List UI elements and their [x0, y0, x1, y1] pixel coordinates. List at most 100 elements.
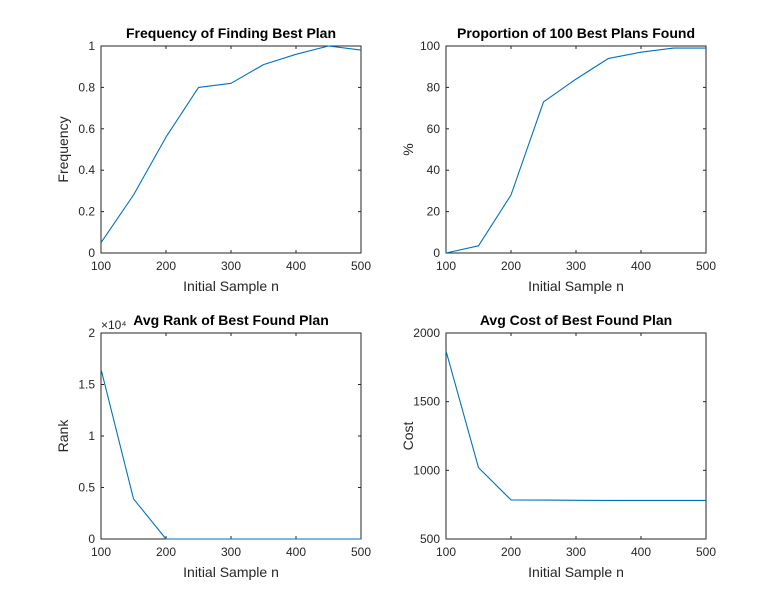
data-point	[165, 538, 166, 539]
data-point	[673, 500, 674, 501]
data-point	[543, 101, 544, 102]
x-tick-label: 300	[221, 545, 241, 559]
y-axis-exponent: ×10⁴	[101, 318, 127, 332]
chart-title: Proportion of 100 Best Plans Found	[457, 25, 695, 41]
chart-title: Frequency of Finding Best Plan	[126, 25, 336, 41]
y-tick-label: 1.5	[78, 378, 95, 392]
x-tick-label: 400	[286, 545, 306, 559]
x-tick-label: 100	[436, 545, 456, 559]
x-tick-label: 200	[156, 259, 176, 273]
y-tick-label: 40	[427, 163, 441, 177]
x-tick-label: 400	[631, 259, 651, 273]
subplot-4: 100 200 300 400 500 500 1000 1500 2000 Avg Cost o…	[400, 312, 716, 580]
data-point	[165, 136, 166, 137]
data-point	[445, 252, 446, 253]
data-point	[478, 245, 479, 246]
series-line	[100, 45, 362, 244]
data-point	[608, 500, 609, 501]
y-tick-label: 1000	[413, 463, 440, 477]
data-point	[230, 538, 231, 539]
x-tick-label: 300	[566, 545, 586, 559]
series-line	[100, 368, 361, 540]
y-tick-label: 0.4	[78, 163, 95, 177]
data-point	[198, 87, 199, 88]
x-tick-label: 100	[91, 545, 111, 559]
data-point	[198, 538, 199, 539]
data-point	[100, 368, 101, 369]
x-tick-label: 400	[631, 545, 651, 559]
y-axis-label: Rank	[55, 419, 71, 453]
x-tick-label: 300	[221, 259, 241, 273]
data-point	[640, 52, 641, 53]
y-tick-label: 2000	[413, 326, 440, 340]
x-tick-label: 200	[501, 545, 521, 559]
y-tick-label: 1	[88, 429, 95, 443]
y-tick-label: 2	[88, 326, 95, 340]
y-axis-label: %	[400, 143, 416, 155]
data-point	[328, 538, 329, 539]
data-point	[263, 538, 264, 539]
x-tick-label: 300	[566, 259, 586, 273]
x-tick-label: 500	[696, 545, 716, 559]
x-tick-label: 500	[351, 545, 371, 559]
y-tick-label: 80	[427, 80, 441, 94]
data-point	[575, 500, 576, 501]
subplot-2: 100 200 300 400 500 0 20 40 60 80 100 Proportion of…	[400, 25, 716, 294]
x-tick-label: 100	[91, 259, 111, 273]
y-tick-label: 0.5	[78, 481, 95, 495]
x-tick-label: 400	[286, 259, 306, 273]
y-tick-label: 0.6	[78, 122, 95, 136]
x-axis-label: Initial Sample n	[183, 564, 279, 580]
data-point	[543, 500, 544, 501]
x-tick-label: 200	[156, 545, 176, 559]
y-tick-label: 1500	[413, 395, 440, 409]
x-tick-label: 500	[696, 259, 716, 273]
y-tick-label: 0	[88, 246, 95, 260]
data-point	[133, 194, 134, 195]
x-tick-label: 100	[436, 259, 456, 273]
data-point	[478, 467, 479, 468]
y-tick-label: 100	[420, 39, 440, 53]
y-tick-label: 500	[420, 532, 440, 546]
data-point	[640, 500, 641, 501]
subplot-3: 100 200 300 400 500 0 0.5 1 1.5 2 ×10⁴ Avg Rank of …	[55, 312, 371, 580]
plot-area	[100, 332, 362, 540]
plot-area	[445, 45, 707, 254]
y-axis-label: Frequency	[55, 116, 71, 182]
data-point	[295, 54, 296, 55]
data-point	[360, 50, 361, 51]
y-tick-label: 1	[88, 39, 95, 53]
chart-title: Avg Cost of Best Found Plan	[480, 312, 672, 328]
data-point	[445, 350, 446, 351]
x-axis-label: Initial Sample n	[183, 278, 279, 294]
x-axis-label: Initial Sample n	[528, 278, 624, 294]
data-point	[133, 498, 134, 499]
plot-area	[100, 45, 362, 254]
y-tick-label: 0.2	[78, 205, 95, 219]
series-line	[445, 47, 706, 254]
x-tick-label: 200	[501, 259, 521, 273]
chart-title: Avg Rank of Best Found Plan	[133, 312, 329, 328]
data-point	[673, 47, 674, 48]
data-point	[295, 538, 296, 539]
data-point	[510, 194, 511, 195]
subplot-1: 100 200 300 400 500 0 0.2 0.4 0.6 0.8 1 Frequency o…	[55, 25, 371, 294]
y-tick-label: 0.8	[78, 80, 95, 94]
data-point	[360, 538, 361, 539]
data-point	[608, 58, 609, 59]
y-tick-label: 0	[88, 532, 95, 546]
data-point	[100, 242, 101, 243]
data-point	[328, 45, 329, 46]
data-point	[705, 500, 706, 501]
y-axis-label: Cost	[400, 422, 416, 451]
plot-area	[445, 332, 707, 540]
x-tick-label: 500	[351, 259, 371, 273]
data-point	[230, 83, 231, 84]
y-tick-label: 60	[427, 122, 441, 136]
data-point	[510, 499, 511, 500]
data-point	[263, 64, 264, 65]
series-line	[445, 350, 706, 501]
data-point	[705, 47, 706, 48]
y-tick-label: 0	[433, 246, 440, 260]
